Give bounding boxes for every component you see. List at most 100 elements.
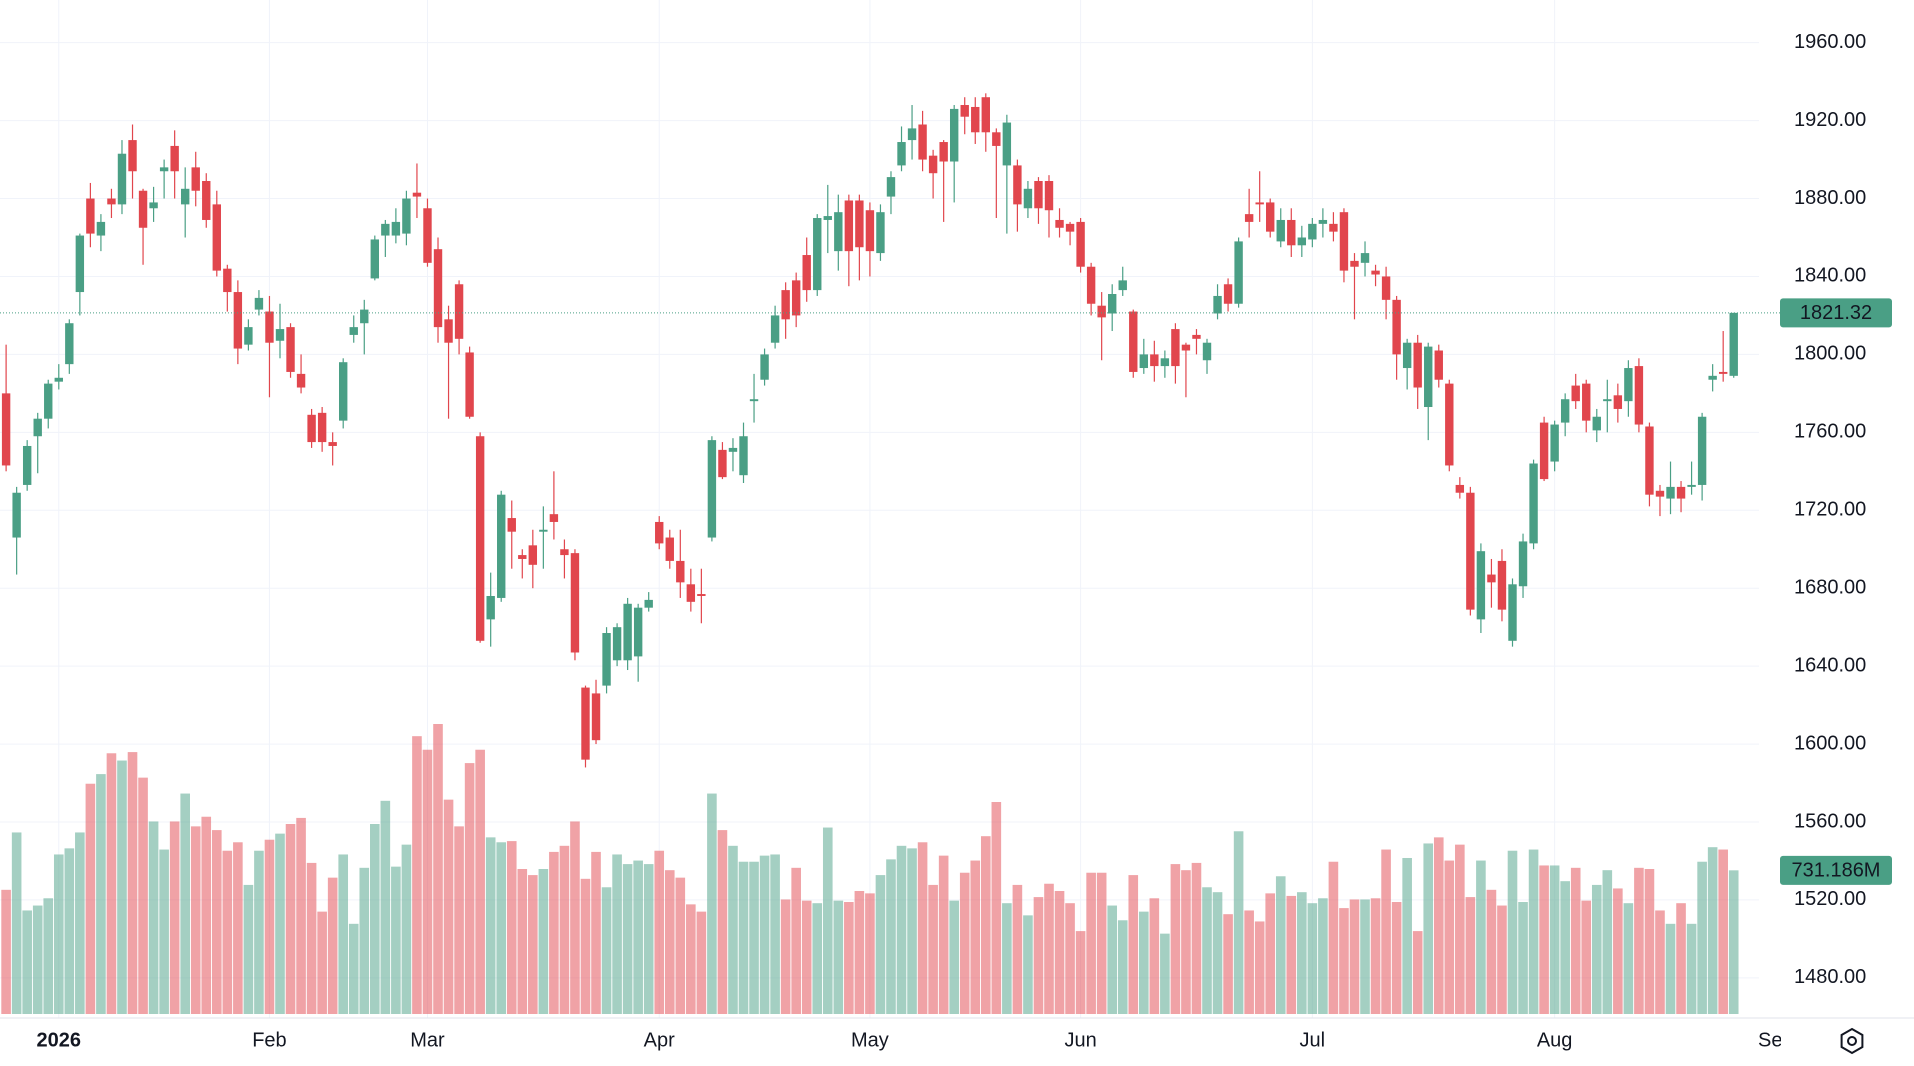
candle-body [749, 399, 759, 402]
candle-body [117, 153, 127, 205]
volume-bar [1212, 892, 1223, 1014]
volume-bar [654, 850, 665, 1014]
volume-bar [75, 832, 85, 1014]
volume-bar [1065, 903, 1075, 1014]
volume-bar [643, 864, 654, 1014]
volume-bar [1402, 857, 1412, 1014]
volume-bar [822, 827, 833, 1014]
x-tick-label: Sep [1758, 1029, 1794, 1051]
candle-body [760, 354, 769, 380]
volume-bar [907, 848, 917, 1014]
candle-body [1381, 276, 1391, 300]
settings-icon[interactable] [1840, 1027, 1864, 1055]
volume-bar [1423, 843, 1434, 1014]
candle-body [475, 436, 485, 641]
volume-bar [844, 902, 854, 1014]
candle-body [275, 329, 285, 341]
candle-body [1297, 237, 1307, 246]
volume-bar [1054, 891, 1065, 1014]
candle-body [865, 210, 875, 252]
candle-body [581, 687, 590, 760]
y-tick-label: 1640.00 [1794, 654, 1866, 676]
volume-bar [43, 898, 54, 1014]
volume-bar [485, 837, 496, 1014]
volume-bar [801, 900, 812, 1014]
candle-body [718, 449, 727, 478]
volume-bar [1086, 872, 1096, 1014]
volume-bar [506, 841, 517, 1014]
candle-body [570, 553, 580, 653]
volume-bar [1686, 923, 1697, 1014]
candle-body [728, 447, 738, 452]
last-price-label: 1821.32 [1800, 302, 1872, 324]
candle-body [1655, 490, 1665, 497]
volume-bar [1539, 865, 1549, 1014]
candle-body [1171, 329, 1180, 367]
y-tick-label: 1680.00 [1794, 576, 1866, 598]
volume-bar [1370, 898, 1381, 1014]
candle-body [33, 418, 42, 437]
volume-bar [1181, 870, 1191, 1014]
candle-body [1350, 260, 1359, 267]
candle-body [1424, 346, 1433, 408]
volume-bar [32, 905, 43, 1014]
candle-body [1308, 223, 1317, 240]
volume-bar [1581, 900, 1592, 1014]
volume-bar [201, 816, 212, 1014]
volume-bar [275, 833, 285, 1014]
volume-bar [85, 783, 96, 1014]
candle-body [1234, 241, 1243, 304]
volume-bar [559, 845, 570, 1014]
volume-bar [865, 893, 875, 1014]
volume-bar [1644, 869, 1655, 1014]
volume-bar [1697, 861, 1707, 1014]
volume-bar [1455, 844, 1465, 1014]
candle-body [1413, 342, 1422, 388]
volume-bar [696, 911, 707, 1014]
candle-body [1582, 383, 1591, 421]
volume-bar [1191, 862, 1202, 1014]
candle-body [844, 200, 854, 252]
candle-body [360, 309, 369, 324]
volume-bar [422, 749, 433, 1014]
candle-body [1002, 122, 1012, 166]
candle-body [1571, 385, 1580, 402]
x-tick-label: 2026 [37, 1029, 82, 1051]
candle-body [644, 599, 653, 608]
candle-body [1065, 223, 1075, 232]
volume-bar [306, 862, 317, 1014]
volume-bar [1570, 867, 1581, 1014]
settings-hexagon[interactable] [1840, 1027, 1864, 1055]
volume-bar [1318, 898, 1328, 1014]
volume-bar [1107, 905, 1118, 1014]
volume-bar [1002, 903, 1012, 1014]
volume-bar [327, 877, 338, 1014]
candle-body [949, 108, 959, 162]
volume-bar [1075, 931, 1086, 1014]
volume-bar [833, 900, 844, 1014]
volume-bar [1139, 911, 1149, 1014]
candle-body [1318, 219, 1328, 224]
volume-bar [1602, 870, 1613, 1014]
volume-bar [96, 774, 106, 1014]
candle-body [834, 212, 843, 252]
volume-bar [254, 850, 264, 1014]
volume-bar [1634, 867, 1644, 1014]
candle-body [1666, 486, 1675, 499]
candle-body [971, 106, 980, 133]
candle-body [1097, 305, 1106, 318]
volume-bar [517, 869, 528, 1014]
volume-bar [591, 851, 601, 1014]
y-tick-label: 1720.00 [1794, 499, 1866, 521]
candle-body [686, 584, 696, 602]
volume-bar [1117, 920, 1128, 1014]
candle-body [1624, 368, 1633, 402]
candle-body [54, 377, 63, 382]
volume-bar [1728, 870, 1739, 1014]
settings-dot[interactable] [1847, 1036, 1857, 1046]
candle-body [233, 292, 243, 349]
volume-bar [412, 736, 422, 1014]
overlay: 1821.32 731.186M [0, 298, 1892, 885]
candle-body [307, 414, 316, 443]
candle-body [412, 192, 422, 197]
